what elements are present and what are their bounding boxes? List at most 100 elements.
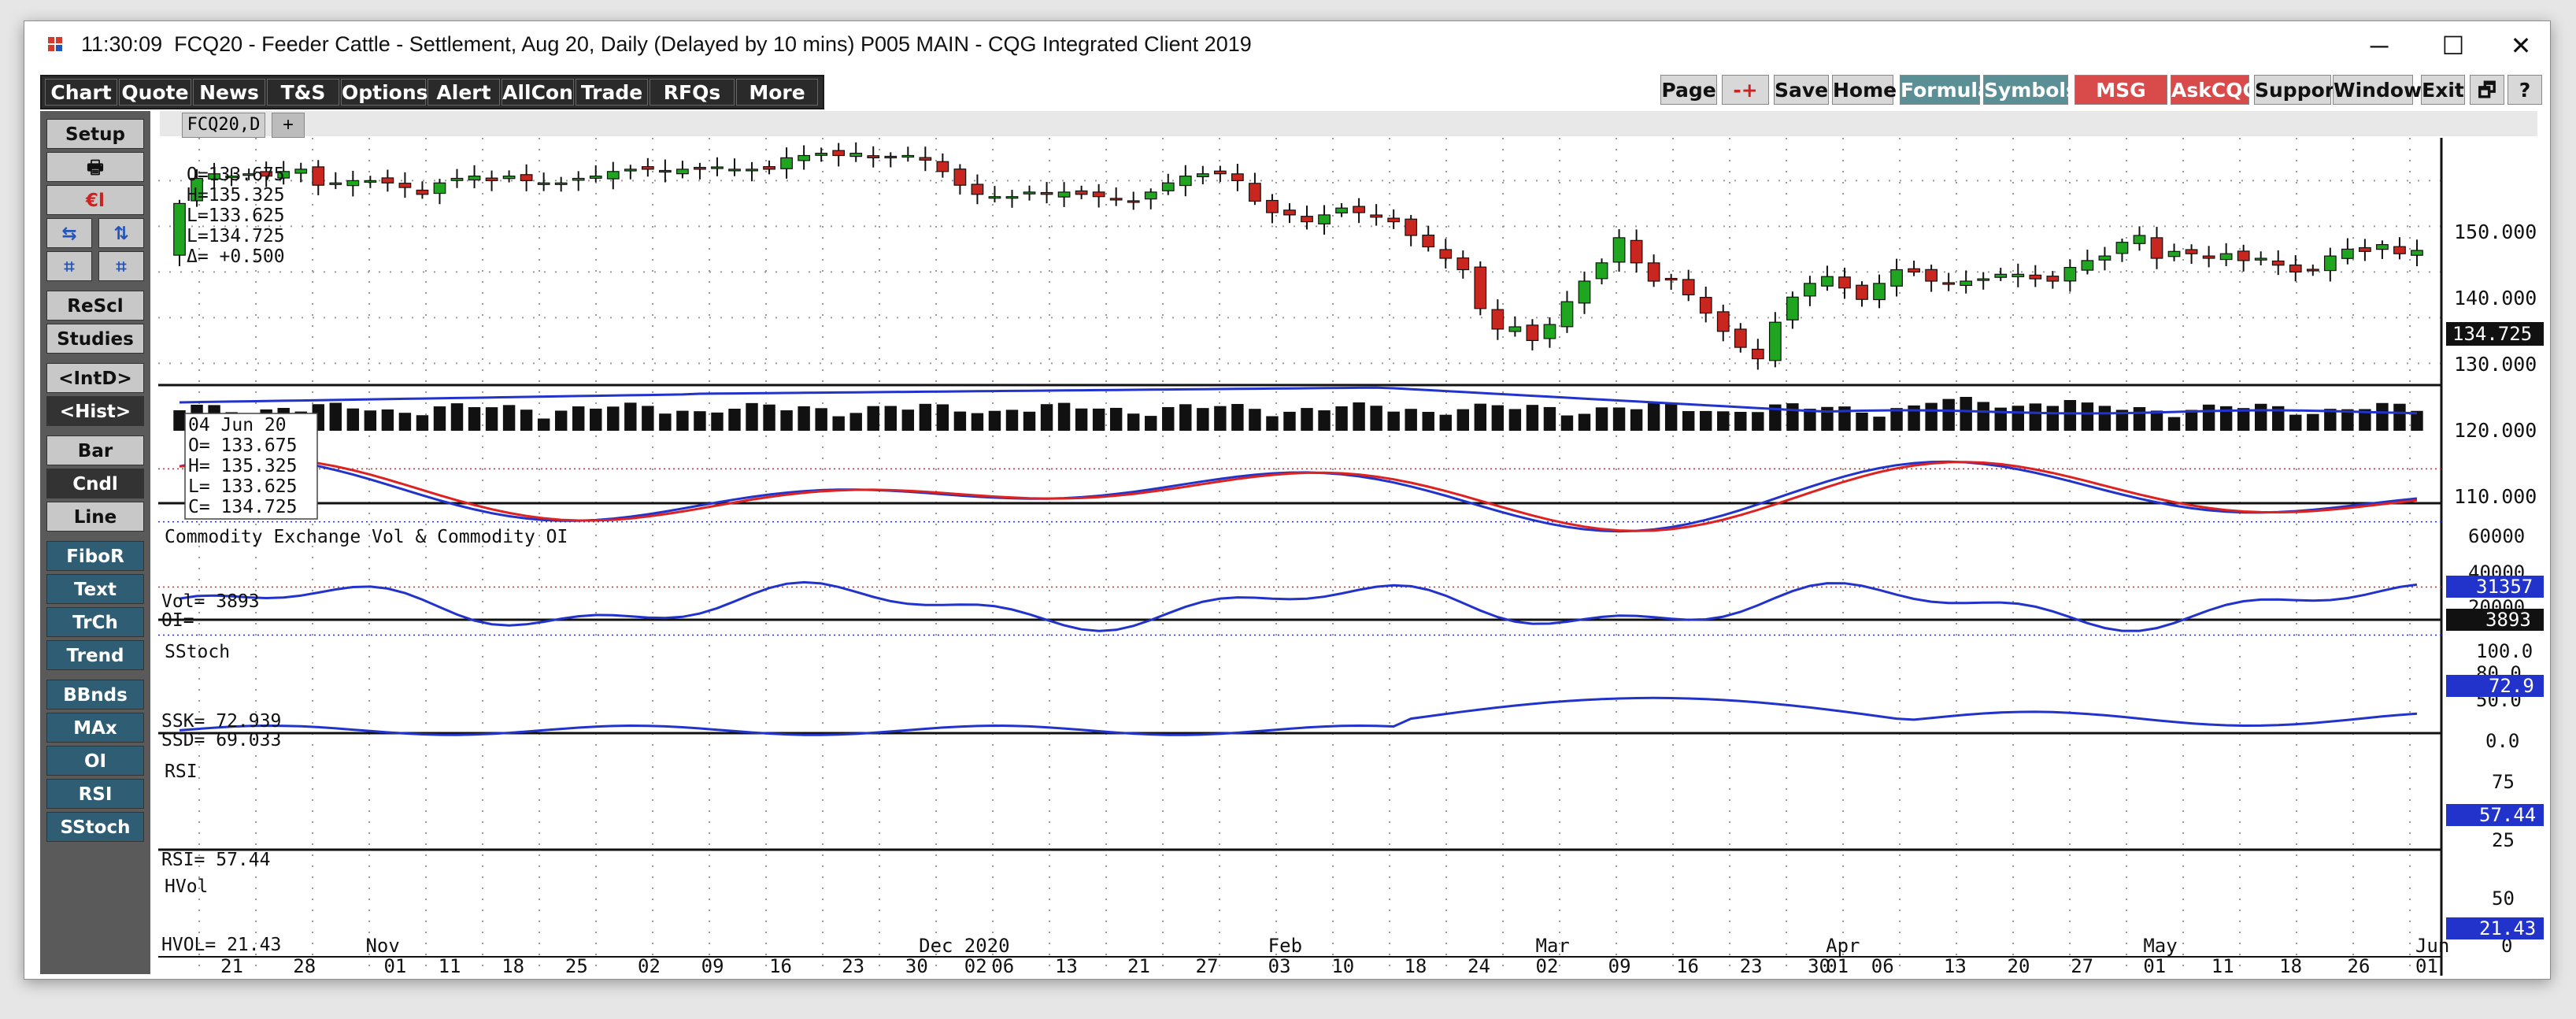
- volume-bar: [2098, 406, 2112, 431]
- line-chart-button[interactable]: Line: [46, 502, 144, 532]
- date-month-label: Jun: [2415, 935, 2449, 957]
- date-month-label: Dec: [919, 935, 953, 957]
- candle-body: [1873, 283, 1886, 301]
- support-button[interactable]: Support: [2254, 75, 2344, 105]
- trend-channel-button[interactable]: TrCh: [46, 607, 144, 637]
- minimize-button[interactable]: ─: [2370, 31, 2389, 60]
- candle-body: [520, 174, 533, 182]
- zoom-minus-plus-button[interactable]: -+: [1722, 75, 1769, 105]
- close-button[interactable]: ✕: [2510, 31, 2532, 60]
- date-day-label: 23: [842, 955, 864, 976]
- volume-readout: Vol= 3893: [161, 591, 260, 612]
- volume-bar: [1908, 405, 1920, 431]
- more-button[interactable]: More: [736, 79, 818, 106]
- crosshair-icon[interactable]: ⌗: [46, 251, 92, 281]
- volume-bar: [849, 413, 862, 431]
- price-chart[interactable]: O=133.675 H=135.325 L=133.625 L=134.725 …: [158, 138, 2544, 976]
- candle-body: [1387, 217, 1401, 223]
- export-icon[interactable]: €l: [46, 185, 144, 215]
- restore-icon[interactable]: 🗗: [2470, 75, 2504, 105]
- stoch-tick-100: 100.0: [2476, 640, 2533, 662]
- chart-tab[interactable]: FCQ20,D: [182, 113, 265, 138]
- volume-bar: [1387, 411, 1400, 431]
- volume-bar: [2219, 406, 2233, 431]
- candle-body: [2289, 264, 2302, 272]
- hvol-tick-0: 0: [2501, 935, 2512, 957]
- candle-chart-button[interactable]: Cndl: [46, 469, 144, 498]
- volume-bar: [1647, 403, 1660, 431]
- volume-bar: [2167, 417, 2181, 431]
- clock-time: 11:30:09: [81, 32, 163, 56]
- formula-button[interactable]: Formula: [1900, 75, 1991, 105]
- sstoch-button[interactable]: SStoch: [46, 812, 144, 842]
- trade-button[interactable]: Trade: [576, 79, 648, 106]
- msg-center-button[interactable]: MSG Cntr: [2074, 75, 2167, 132]
- grid-icon[interactable]: ⌗: [98, 251, 144, 281]
- swap-vertical-icon[interactable]: ⇅: [98, 218, 144, 248]
- date-day-label: 06: [1871, 955, 1894, 976]
- volume-bar: [1370, 406, 1382, 431]
- alert-button[interactable]: Alert: [427, 79, 500, 106]
- symbols-button[interactable]: Symbols: [1983, 75, 2078, 105]
- moving-average-button[interactable]: MAx: [46, 713, 144, 743]
- volume-bar: [1664, 403, 1678, 431]
- oi-button[interactable]: OI: [46, 746, 144, 776]
- swap-horizontal-icon[interactable]: ⇆: [46, 218, 92, 248]
- maximize-button[interactable]: ☐: [2441, 31, 2465, 60]
- print-icon[interactable]: 🖶: [46, 152, 144, 182]
- bar-chart-button[interactable]: Bar: [46, 435, 144, 465]
- volume-bar: [1405, 409, 1417, 431]
- stoch-value-label: 72.9: [2489, 675, 2534, 697]
- bollinger-bands-button[interactable]: BBnds: [46, 680, 144, 710]
- volume-bar: [485, 407, 498, 431]
- window-button[interactable]: Window: [2333, 75, 2422, 105]
- candle-body: [364, 180, 377, 183]
- candle-body: [1960, 280, 1973, 287]
- quote-button[interactable]: Quote: [119, 79, 191, 106]
- candle-body: [746, 169, 758, 172]
- ts-button[interactable]: T&S: [267, 79, 339, 106]
- askcqg-button[interactable]: AskCQG: [2171, 75, 2259, 105]
- volume-bar: [1491, 405, 1505, 431]
- trend-button[interactable]: Trend: [46, 640, 144, 670]
- candle-body: [763, 165, 775, 170]
- volume-bar: [624, 402, 637, 431]
- setup-button[interactable]: Setup: [46, 119, 144, 149]
- candle-body: [867, 155, 880, 159]
- news-button[interactable]: News: [193, 79, 265, 106]
- candle-body: [1144, 191, 1157, 200]
- price-axis: 150.000 140.000 130.000 120.000 110.000: [2454, 220, 2537, 508]
- rescale-button[interactable]: ReScl: [46, 291, 144, 321]
- chart-button[interactable]: Chart: [45, 79, 117, 106]
- add-tab-button[interactable]: +: [272, 113, 305, 138]
- historical-button[interactable]: <Hist>: [46, 396, 144, 426]
- rfqs-button[interactable]: RFQs: [650, 79, 735, 106]
- volume-bar: [1786, 403, 1799, 431]
- text-tool-button[interactable]: Text: [46, 574, 144, 604]
- intraday-button[interactable]: <IntD>: [46, 363, 144, 393]
- help-button[interactable]: ?: [2508, 75, 2542, 105]
- volume-bar: [1612, 407, 1626, 431]
- date-day-label: 20: [2008, 955, 2030, 976]
- candle-body: [1630, 239, 1643, 264]
- volume-bar: [381, 409, 394, 431]
- fibor-button[interactable]: FiboR: [46, 541, 144, 571]
- allcon-button[interactable]: AllCon: [502, 79, 574, 106]
- volume-bar: [1960, 397, 1972, 431]
- studies-button[interactable]: Studies: [46, 324, 144, 354]
- ohlc-box: [184, 413, 318, 520]
- candle-body: [2115, 242, 2129, 254]
- candle-body: [1664, 277, 1678, 281]
- candles-layer: [173, 142, 2423, 370]
- exit-button[interactable]: Exit: [2421, 75, 2465, 105]
- page-button[interactable]: Page: [1660, 75, 1717, 105]
- home-button[interactable]: Home: [1832, 75, 1897, 105]
- save-button[interactable]: Save: [1774, 75, 1829, 105]
- volume-bar: [2254, 403, 2267, 431]
- date-day-label: 23: [1740, 955, 1763, 976]
- rsi-button[interactable]: RSI: [46, 779, 144, 809]
- volume-bar: [1023, 411, 1036, 431]
- volume-bar: [919, 403, 932, 431]
- volume-bar: [1266, 416, 1279, 431]
- options-button[interactable]: Options: [341, 79, 428, 106]
